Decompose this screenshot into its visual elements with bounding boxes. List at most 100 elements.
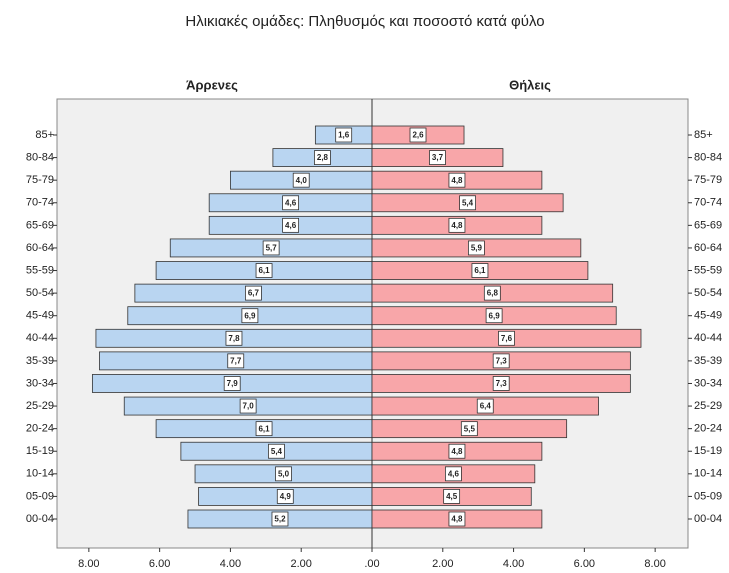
- y-tick-label: 30-34: [26, 377, 54, 389]
- y-tick-label: 20-24: [694, 423, 722, 435]
- value-label-box: [223, 376, 241, 391]
- value-label: 5,9: [471, 244, 483, 253]
- value-label-box: [498, 330, 515, 346]
- y-tick-label: 50-54: [26, 287, 54, 299]
- x-tick-label: 6.00: [149, 558, 170, 570]
- y-tick-label: 05-09: [694, 490, 722, 502]
- y-tick-label: 45-49: [26, 310, 54, 322]
- value-label: 4,9: [280, 492, 292, 501]
- y-tick-label: 80-84: [26, 151, 54, 163]
- value-label: 2,8: [317, 153, 329, 162]
- value-label-box: [476, 398, 494, 414]
- value-label-box: [468, 240, 485, 256]
- y-tick-label: 05-09: [26, 490, 54, 502]
- value-label: 4,8: [451, 447, 463, 456]
- value-label-box: [262, 240, 280, 256]
- value-label-box: [485, 308, 503, 324]
- value-label-box: [448, 217, 466, 233]
- value-label-box: [448, 443, 466, 459]
- y-tick-label: 75-79: [694, 174, 722, 186]
- y-tick-label: 20-24: [26, 423, 54, 435]
- value-label: 1,6: [338, 131, 350, 140]
- y-tick-label: 85+: [694, 129, 713, 141]
- x-tick-label: .00: [364, 558, 379, 570]
- value-label: 6,9: [489, 311, 501, 320]
- y-tick-label: 15-19: [26, 445, 54, 457]
- y-tick-label: 00-04: [694, 513, 722, 525]
- value-label: 4,5: [446, 492, 458, 501]
- y-tick-label: 45-49: [694, 310, 722, 322]
- y-tick-label: 10-14: [694, 468, 722, 480]
- value-label: 6,9: [244, 311, 256, 320]
- y-tick-label: 60-64: [694, 242, 722, 254]
- x-tick-label: 2.00: [291, 558, 312, 570]
- value-label: 6,7: [248, 289, 260, 298]
- value-label: 5,4: [271, 447, 283, 456]
- y-tick-label: 60-64: [26, 242, 54, 254]
- value-label: 5,2: [274, 515, 286, 524]
- value-label-box: [268, 443, 285, 459]
- value-label: 5,5: [464, 424, 476, 433]
- value-label: 6,1: [258, 424, 270, 433]
- y-tick-label: 55-59: [694, 264, 722, 276]
- value-label: 7,7: [230, 356, 242, 365]
- x-tick-label: 8.00: [78, 558, 99, 570]
- value-label-box: [443, 489, 461, 504]
- value-label: 4,8: [451, 515, 463, 524]
- y-tick-label: 75-79: [26, 174, 54, 186]
- value-label: 5,0: [278, 469, 290, 478]
- value-label-box: [335, 127, 353, 143]
- value-label: 4,6: [285, 221, 297, 230]
- value-label-box: [275, 466, 292, 482]
- panel-title: Θήλεις: [509, 77, 551, 92]
- value-label-box: [460, 421, 478, 437]
- y-tick-label: 65-69: [26, 219, 54, 231]
- value-label-box: [492, 353, 510, 369]
- y-tick-label: 70-74: [26, 197, 54, 209]
- y-tick-label: 80-84: [694, 151, 722, 163]
- value-label: 6,8: [487, 289, 499, 298]
- x-tick-label: 4.00: [220, 558, 241, 570]
- y-tick-label: 55-59: [26, 264, 54, 276]
- y-tick-label: 70-74: [694, 197, 722, 209]
- value-label-box: [276, 489, 294, 504]
- y-tick-label: 25-29: [694, 400, 722, 412]
- y-tick-label: 25-29: [26, 400, 54, 412]
- y-tick-label: 35-39: [26, 355, 54, 367]
- value-label: 6,1: [258, 266, 270, 275]
- x-tick-label: 6.00: [574, 558, 595, 570]
- value-label-box: [445, 466, 462, 482]
- y-tick-label: 40-44: [26, 332, 54, 344]
- value-label-box: [271, 511, 289, 527]
- value-label: 7,0: [243, 402, 255, 411]
- value-label-box: [459, 195, 476, 211]
- value-label: 7,6: [501, 334, 513, 343]
- value-label: 7,3: [496, 379, 508, 388]
- x-tick-label: 2.00: [432, 558, 453, 570]
- chart-title: Ηλικιακές ομάδες: Πληθυσμός και ποσοστό …: [185, 13, 544, 30]
- y-tick-label: 15-19: [694, 445, 722, 457]
- value-label-box: [282, 195, 299, 211]
- value-label: 4,6: [448, 469, 460, 478]
- value-label-box: [227, 353, 245, 369]
- y-tick-label: 00-04: [26, 513, 54, 525]
- value-label: 5,7: [266, 244, 278, 253]
- y-tick-label: 40-44: [694, 332, 722, 344]
- value-label-box: [239, 398, 257, 414]
- value-label: 4,8: [451, 176, 463, 185]
- value-label: 7,3: [496, 356, 508, 365]
- value-label-box: [241, 308, 259, 324]
- y-tick-label: 10-14: [26, 468, 54, 480]
- value-label-box: [429, 150, 446, 165]
- value-label: 7,9: [227, 379, 239, 388]
- value-label: 3,7: [432, 153, 444, 162]
- value-label-box: [282, 217, 299, 233]
- value-label-box: [255, 263, 273, 278]
- value-label-box: [292, 172, 310, 188]
- y-tick-label: 50-54: [694, 287, 722, 299]
- value-label-box: [225, 330, 243, 346]
- y-tick-label: 30-34: [694, 377, 722, 389]
- value-label: 7,8: [228, 334, 240, 343]
